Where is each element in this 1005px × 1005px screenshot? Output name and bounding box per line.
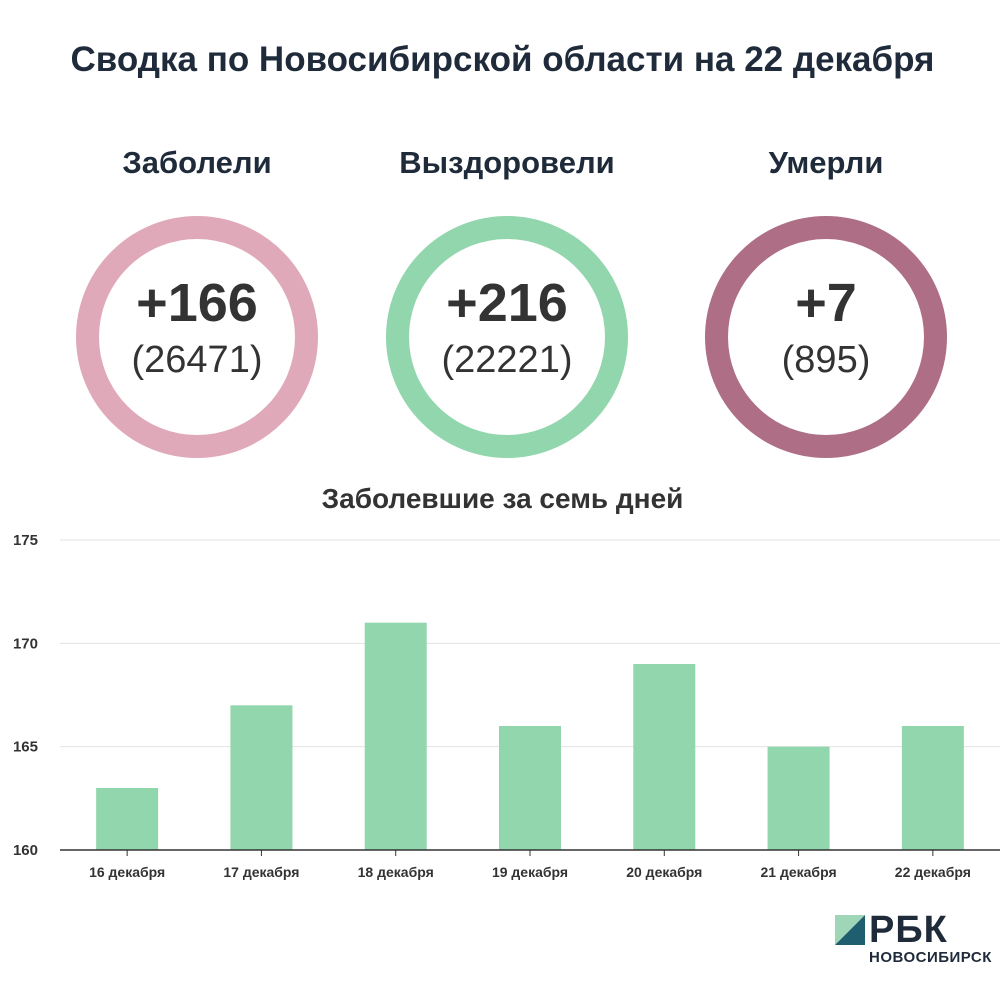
y-tick-label: 165 xyxy=(13,739,38,756)
x-tick-label: 18 декабря xyxy=(358,864,434,880)
bar xyxy=(633,664,696,850)
stat-infected-ring: +166 (26471) xyxy=(76,216,318,458)
rbc-logo-name: РБК xyxy=(869,909,948,951)
stat-infected-total: (26471) xyxy=(131,339,263,381)
stat-deaths-ring: +7 (895) xyxy=(705,216,947,458)
stat-recovered-label: Выздоровели xyxy=(399,145,615,180)
bar xyxy=(767,746,830,850)
y-tick-label: 160 xyxy=(13,842,38,859)
bar xyxy=(96,788,159,850)
stat-deaths: Умерли +7 (895) xyxy=(701,145,951,458)
stat-infected: Заболели +166 (26471) xyxy=(72,145,322,458)
stat-recovered-total: (22221) xyxy=(441,339,573,381)
bar xyxy=(364,622,427,850)
stat-recovered-ring: +216 (22221) xyxy=(386,216,628,458)
rbc-logo-sub: НОВОСИБИРСК xyxy=(869,949,992,966)
bar xyxy=(901,726,964,850)
bar xyxy=(230,705,293,850)
x-tick-label: 19 декабря xyxy=(492,864,568,880)
page-title: Сводка по Новосибирской области на 22 де… xyxy=(70,40,935,79)
y-tick-label: 175 xyxy=(13,532,38,549)
x-tick-label: 21 декабря xyxy=(761,864,837,880)
stat-infected-label: Заболели xyxy=(122,145,272,180)
stat-recovered-delta: +216 xyxy=(446,273,568,333)
x-tick-label: 22 декабря xyxy=(895,864,971,880)
rbc-logo: РБК НОВОСИБИРСК xyxy=(835,909,995,970)
bar xyxy=(499,726,561,850)
chart-title: Заболевшие за семь дней xyxy=(321,483,684,514)
stat-deaths-label: Умерли xyxy=(768,145,884,180)
x-tick-label: 17 декабря xyxy=(223,864,299,880)
stat-deaths-total: (895) xyxy=(781,339,871,381)
x-tick-label: 16 декабря xyxy=(89,864,165,880)
bar-chart: 160 165 170 175 16 декабря 17 декабря 18 декаб… xyxy=(13,532,1000,880)
stat-deaths-delta: +7 xyxy=(795,273,857,333)
stat-recovered: Выздоровели +216 (22221) xyxy=(382,145,632,458)
stat-infected-delta: +166 xyxy=(136,273,258,333)
rbc-logo-mark-icon xyxy=(835,915,865,945)
y-tick-label: 170 xyxy=(13,635,38,652)
x-tick-label: 20 декабря xyxy=(626,864,702,880)
